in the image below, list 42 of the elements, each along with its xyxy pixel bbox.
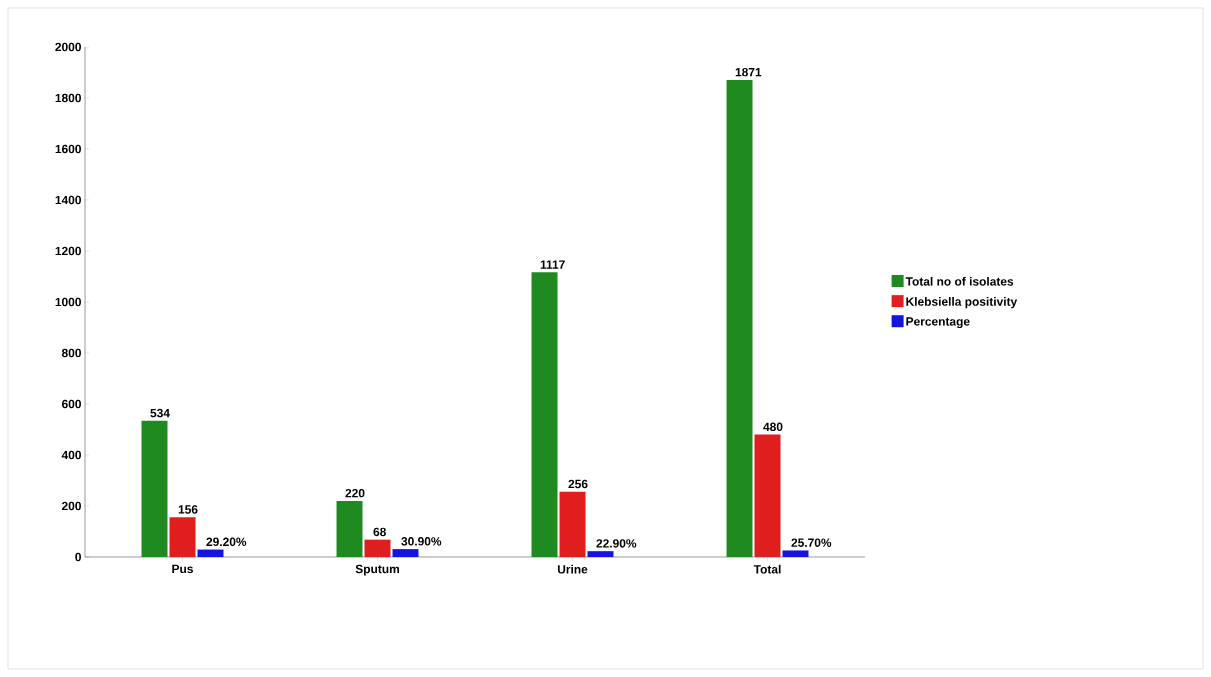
data-label: 22.90% <box>596 539 637 548</box>
y-tick-label: 1000 <box>55 297 81 307</box>
bar <box>141 420 168 557</box>
x-tick-label: Pus <box>172 564 193 574</box>
data-label: 220 <box>345 488 365 498</box>
y-tick-label: 200 <box>61 501 81 511</box>
y-tick-label: 0 <box>75 552 81 562</box>
bar <box>169 517 196 557</box>
y-tick-label: 2000 <box>55 42 81 52</box>
y-tick-label: 1200 <box>55 246 81 256</box>
x-tick-label: Urine <box>557 564 588 574</box>
bar <box>364 539 391 557</box>
data-label: 1871 <box>735 67 762 77</box>
legend-label: Total no of isolates <box>905 276 1014 286</box>
bar <box>754 434 781 557</box>
y-tick-label: 600 <box>61 399 81 409</box>
y-tick-label: 1800 <box>55 93 81 103</box>
bar <box>559 491 586 557</box>
data-label: 29.20% <box>206 537 247 547</box>
bar <box>336 500 363 557</box>
x-tick-label: Total <box>753 564 781 574</box>
data-label: 1117 <box>540 260 565 269</box>
legend-label: Percentage <box>906 317 970 329</box>
x-tick-label: Sputum <box>355 564 400 576</box>
data-label: 480 <box>763 422 783 432</box>
y-tick-label: 800 <box>61 348 81 358</box>
y-tick-label: 1600 <box>55 144 81 154</box>
data-label: 68 <box>373 527 386 537</box>
bar <box>587 551 614 557</box>
legend-label: Klebsiella positivity <box>906 297 1018 309</box>
bar <box>197 549 224 557</box>
data-label: 534 <box>150 408 170 418</box>
bar <box>392 549 419 557</box>
y-tick-label: 400 <box>61 450 81 460</box>
bar <box>531 272 558 557</box>
data-label: 30.90% <box>401 537 442 546</box>
y-tick-label: 1400 <box>55 195 81 205</box>
bar <box>782 550 809 557</box>
bar <box>726 79 753 557</box>
data-label: 156 <box>178 505 198 514</box>
data-label: 25.70% <box>791 538 832 547</box>
data-label: 256 <box>568 479 588 489</box>
